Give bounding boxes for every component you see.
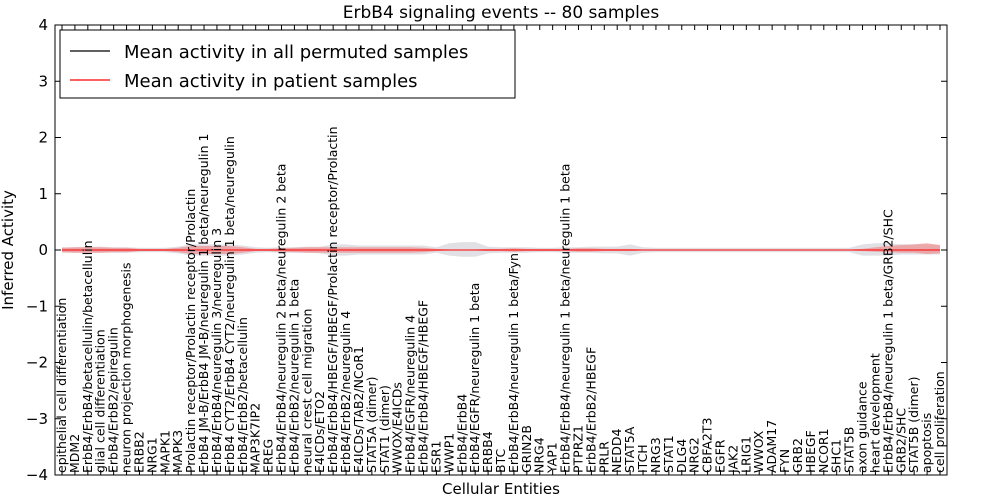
legend-box: [59, 29, 516, 99]
x-tick-label: NRG4: [532, 437, 547, 473]
x-tick-label: HBEGF: [803, 430, 818, 473]
y-tick-label: −4: [26, 466, 48, 484]
x-tick-label: ErbB4/ErbB4/neuregulin 1 beta/GRB2/SHC: [880, 209, 895, 473]
x-tick-label: ERBB2: [131, 431, 146, 473]
x-tick-label: ITCH: [635, 444, 650, 473]
x-tick-label: WWOX/E4ICDs: [390, 382, 405, 473]
y-tick-label: 0: [38, 241, 48, 259]
x-tick-label: ErbB4/ErbB4: [454, 394, 469, 473]
x-tick-label: epithelial cell differentiation: [54, 298, 69, 473]
x-tick-label: STAT5B: [842, 427, 857, 473]
x-tick-label: ErbB4/ErbB4/HBEGF/HBEGF: [416, 300, 431, 473]
x-tick-label: glial cell differentiation: [93, 329, 108, 473]
x-tick-label: E4ICDs/TAB2/NCoR1: [351, 346, 366, 473]
x-tick-label: ErbB4 CYT2/ErbB4 CYT2/neuregulin 1 beta/…: [222, 136, 237, 473]
chart-title: ErbB4 signaling events -- 80 samples: [343, 3, 660, 23]
x-tick-label: YAP1: [545, 442, 560, 474]
x-tick-label: neural crest cell migration: [299, 309, 314, 473]
x-tick-label: NCOR1: [816, 428, 831, 473]
x-tick-label: PRLR: [596, 441, 611, 473]
x-tick-label: ErbB4/ErbB4/neuregulin 1 beta/neuregulin…: [558, 164, 573, 473]
x-tick-label: NRG2: [687, 437, 702, 473]
x-tick-label: STAT5A: [622, 426, 637, 473]
x-tick-label: SHC1: [829, 439, 844, 473]
y-tick-label: 4: [38, 16, 48, 34]
x-tick-label: ERBB4: [480, 431, 495, 473]
x-tick-label: GRIN2B: [519, 425, 534, 473]
x-tick-label: ErbB4/ErbB2/neuregulin 4: [338, 311, 353, 473]
y-tick-label: −3: [26, 410, 48, 428]
x-tick-label: Prolactin receptor/Prolactin receptor/Pr…: [183, 189, 198, 473]
x-tick-label: neuron projection morphogenesis: [119, 262, 134, 473]
x-tick-label: ErbB4/ErbB4/betacellulin/betacellulin: [80, 240, 95, 473]
x-tick-label: STAT5A (dimer): [364, 377, 379, 473]
x-tick-label: ErbB4/ErbB4/neuregulin 2 beta/neuregulin…: [274, 164, 289, 473]
x-tick-label: GRB2/SHC: [893, 408, 908, 473]
x-tick-label: E4ICDs/ETO2: [312, 391, 327, 473]
x-tick-label: EGFR: [713, 439, 728, 473]
x-tick-label: ErbB4/ErbB4/neuregulin 3/neuregulin 3: [209, 228, 224, 473]
y-axis: 4 3 2 1 0 −1 −2 −3 −4: [26, 16, 947, 484]
x-tick-label: ErbB4/ErbB2/HBEGF: [583, 347, 598, 473]
y-tick-label: −1: [26, 297, 48, 315]
x-tick-label: ErbB4 JM-B/ErbB4 JM-B/neuregulin 1 beta/…: [196, 134, 211, 473]
x-tick-label: NEDD4: [609, 429, 624, 473]
x-tick-label: JAK2: [725, 445, 740, 474]
x-tick-label: apoptosis: [919, 413, 934, 473]
x-tick-label: axon guidance: [855, 381, 870, 473]
y-axis-label: Inferred Activity: [0, 190, 17, 310]
legend-label-permuted: Mean activity in all permuted samples: [124, 42, 468, 63]
x-tick-label: WWOX: [751, 430, 766, 473]
activity-bands: [62, 242, 940, 257]
x-tick-label: ErbB4/ErbB4/HBEGF/HBEGF/Prolactin recept…: [325, 126, 340, 473]
x-tick-label: FYN: [777, 449, 792, 473]
x-tick-label: STAT1 (dimer): [377, 385, 392, 473]
x-tick-label: ESR1: [428, 441, 443, 473]
x-tick-label: NRG3: [648, 437, 663, 473]
x-tick-label: MAPK1: [157, 430, 172, 473]
legend-label-patient: Mean activity in patient samples: [124, 71, 418, 92]
x-axis: epithelial cell differentiationMDM2ErbB4…: [54, 25, 947, 475]
x-tick-label: WWP1: [441, 433, 456, 473]
x-tick-label: DLG4: [674, 439, 689, 473]
y-tick-label: −2: [26, 354, 48, 372]
x-tick-label: PTPRZ1: [570, 425, 585, 473]
x-tick-label: ErbB4/EGFR/neuregulin 4: [403, 315, 418, 473]
y-tick-label: 2: [38, 129, 48, 147]
patient-band: [62, 243, 940, 254]
x-tick-label: MAPK3: [170, 430, 185, 473]
x-tick-label: ErbB4/ErbB2/epiregulin: [106, 327, 121, 473]
x-tick-label: ADAM17: [764, 420, 779, 473]
legend: Mean activity in all permuted samples Me…: [59, 29, 516, 99]
x-tick-label: STAT5B (dimer): [906, 377, 921, 473]
x-tick-label: MAP3K7IP2: [248, 403, 263, 473]
x-tick-label: NRG1: [144, 437, 159, 473]
y-tick-label: 3: [38, 72, 48, 90]
x-tick-label: MDM2: [67, 434, 82, 473]
x-tick-label: STAT1: [661, 435, 676, 473]
x-tick-label: ErbB4/ErbB4/neuregulin 1 beta/Fyn: [506, 253, 521, 473]
x-tick-label: BTC: [493, 449, 508, 473]
x-tick-label: CBFA2T3: [700, 418, 715, 473]
x-tick-label: heart development: [867, 353, 882, 473]
x-tick-label: cell proliferation: [932, 371, 947, 473]
x-tick-label: ErbB4/EGFR/neuregulin 1 beta: [467, 283, 482, 473]
x-axis-label: Cellular Entities: [442, 480, 560, 498]
x-tick-label: EREG: [261, 439, 276, 473]
y-tick-label: 1: [38, 185, 48, 203]
x-tick-label: ErbB4/ErbB2/neuregulin 1 beta: [286, 279, 301, 473]
x-tick-label: LRIG1: [738, 436, 753, 473]
x-tick-label: GRB2: [790, 438, 805, 473]
x-tick-label: ErbB4/ErbB2/betacellulin: [235, 317, 250, 473]
